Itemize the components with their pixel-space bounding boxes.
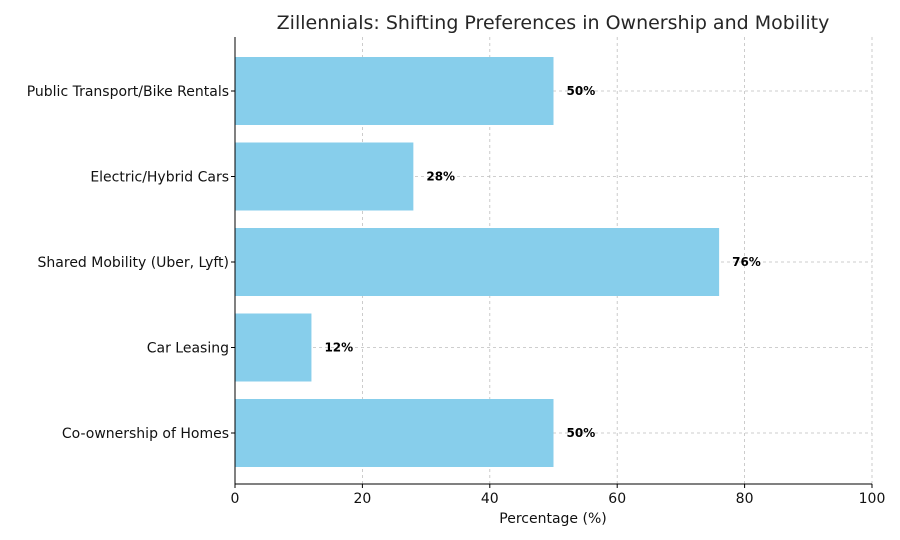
x-tick-label: 40	[481, 491, 499, 507]
value-label: 12%	[324, 341, 353, 355]
chart-title: Zillennials: Shifting Preferences in Own…	[277, 12, 830, 34]
value-label: 28%	[426, 170, 455, 184]
bars	[235, 57, 720, 467]
x-tick-label: 100	[859, 491, 886, 507]
bar	[235, 313, 312, 382]
bar	[235, 57, 554, 125]
category-label: Co-ownership of Homes	[62, 426, 229, 442]
category-label: Car Leasing	[147, 341, 229, 357]
x-axis-label: Percentage (%)	[499, 511, 606, 527]
value-label: 76%	[732, 255, 761, 269]
bar	[235, 142, 414, 211]
axes	[231, 37, 873, 488]
x-tick-label: 80	[736, 491, 754, 507]
category-label: Electric/Hybrid Cars	[90, 170, 229, 186]
x-tick-label: 0	[231, 491, 240, 507]
category-label: Public Transport/Bike Rentals	[27, 84, 229, 100]
value-label: 50%	[567, 84, 596, 98]
bar	[235, 399, 554, 467]
value-label: 50%	[567, 426, 596, 440]
bar	[235, 228, 720, 296]
x-tick-label: 60	[608, 491, 626, 507]
labels: 50% Co-ownership of Homes 12% Car Leasing 76…	[27, 84, 886, 507]
category-label: Shared Mobility (Uber, Lyft)	[38, 255, 229, 271]
x-tick-label: 20	[353, 491, 371, 507]
